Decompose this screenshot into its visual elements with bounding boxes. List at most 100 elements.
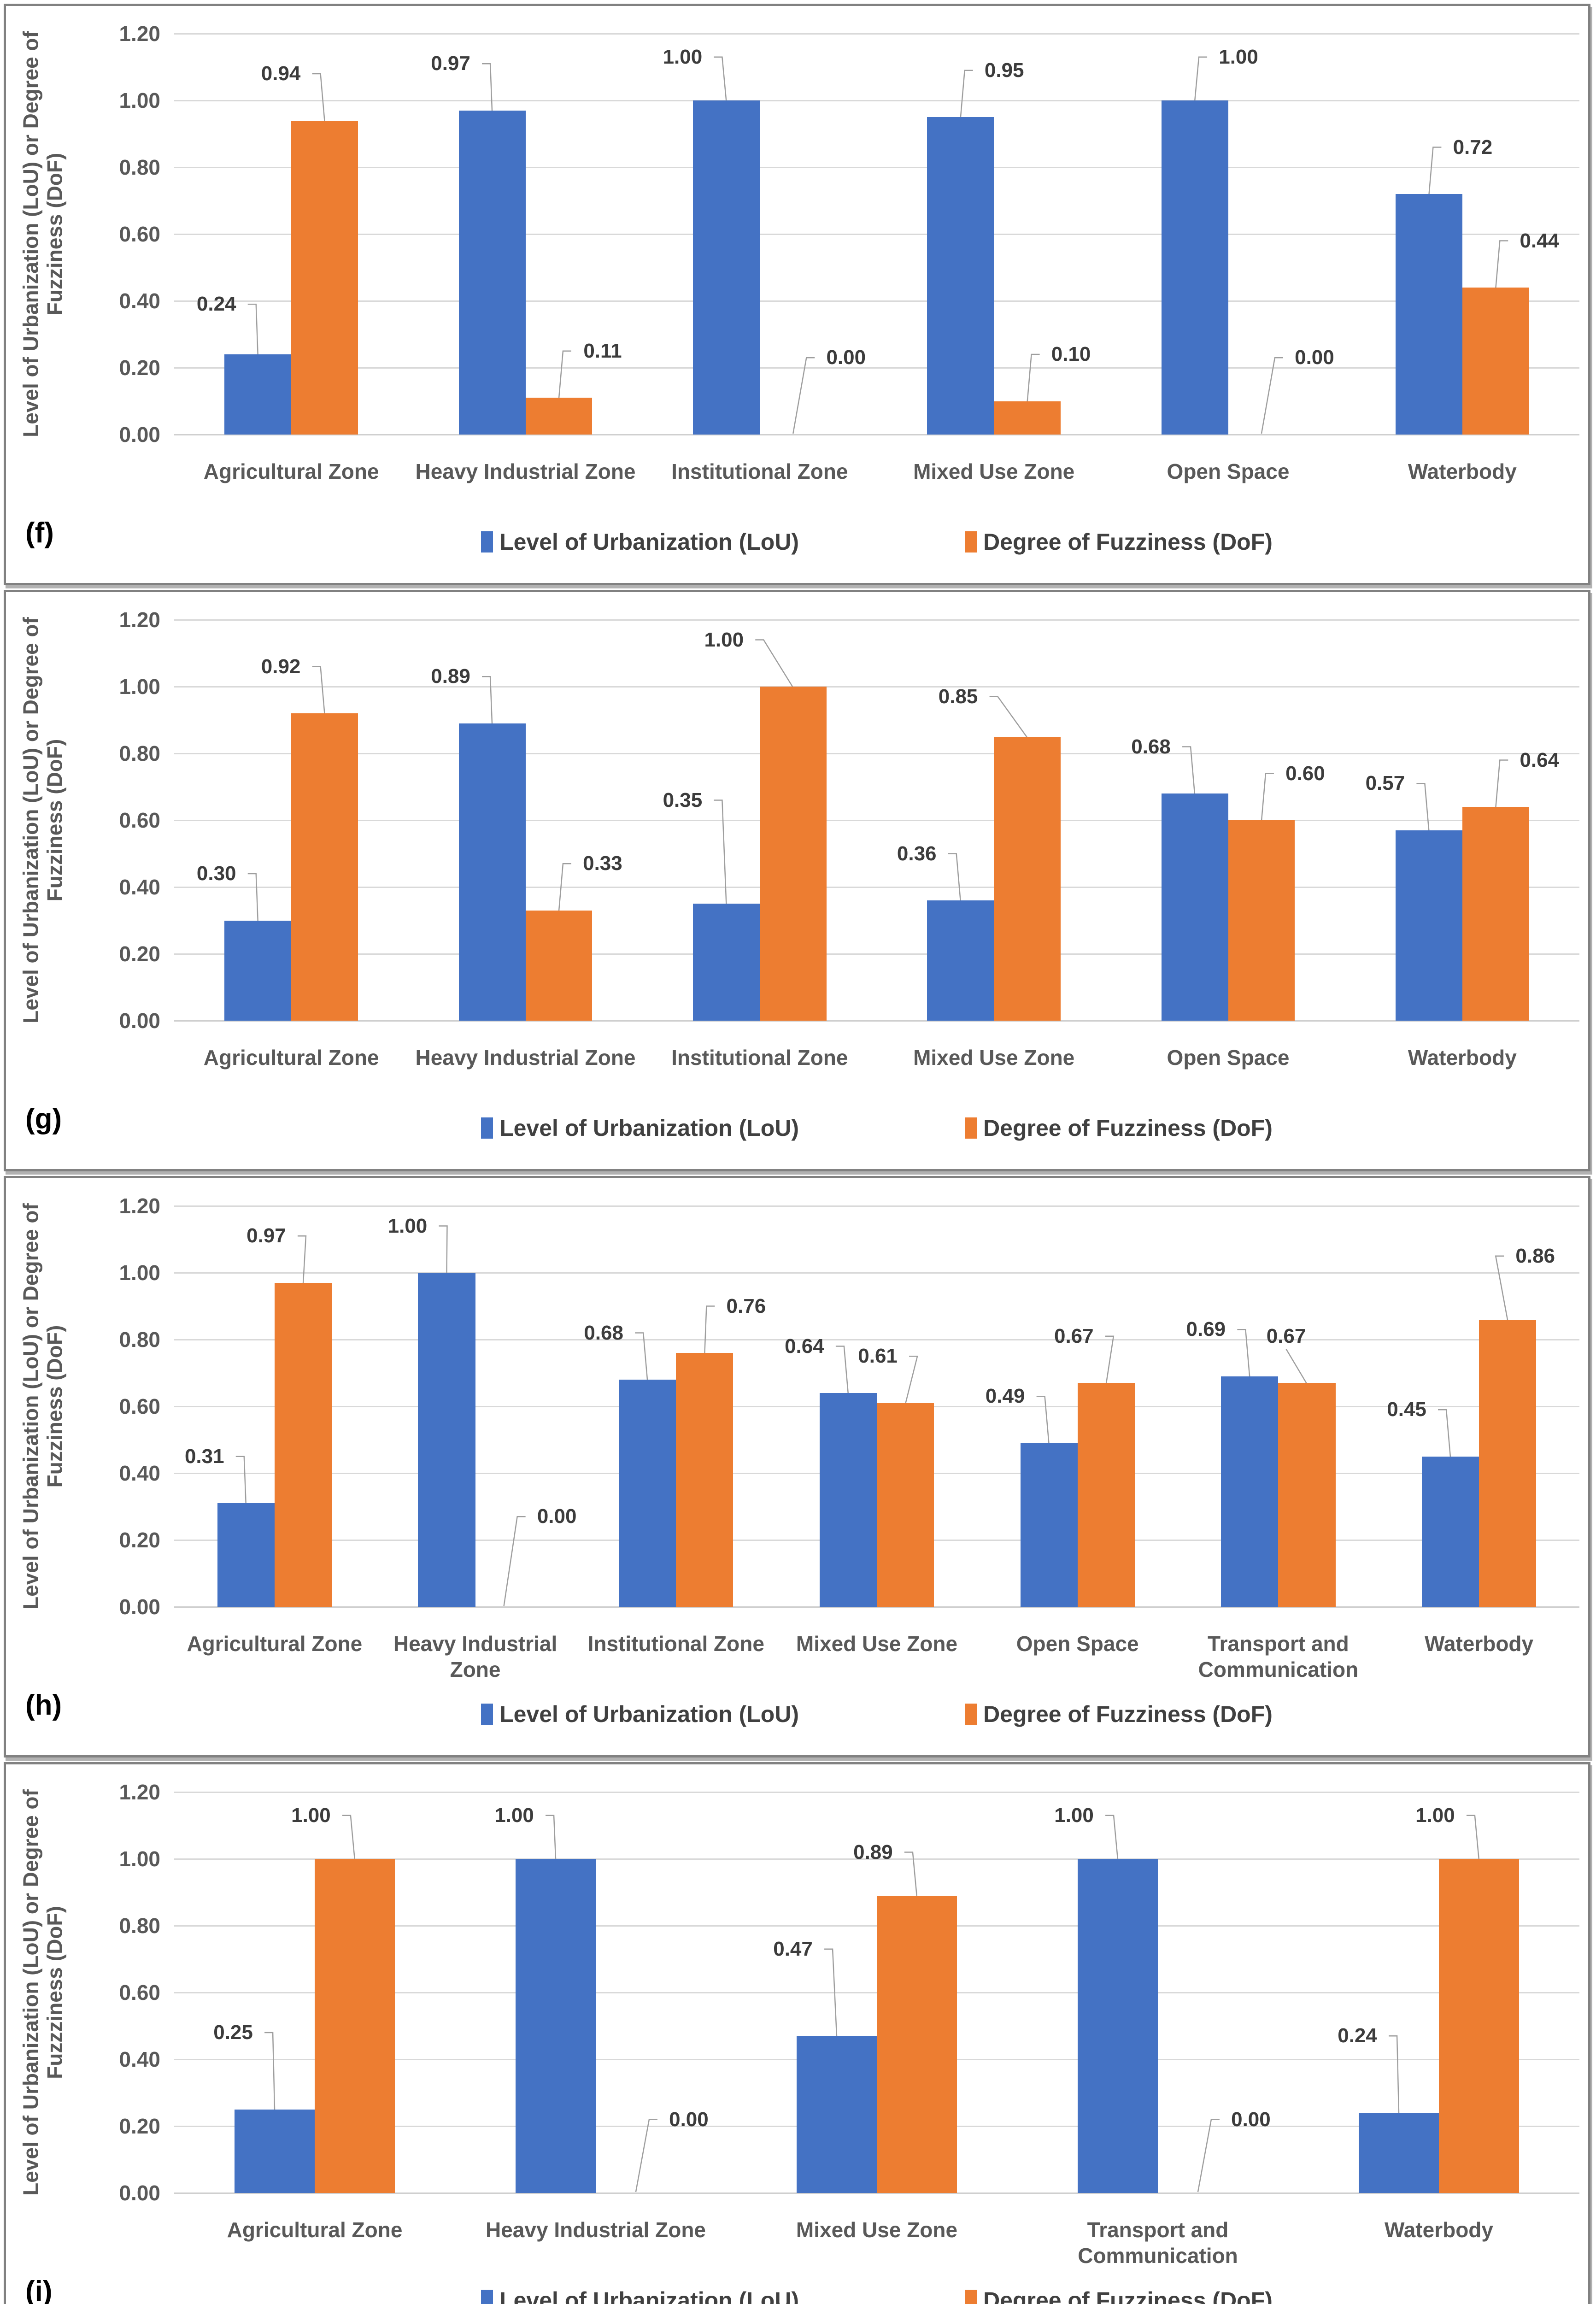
category-label: Institutional Zone <box>671 459 848 483</box>
y-axis-tick-label: 0.20 <box>119 2114 160 2138</box>
bar-lou <box>819 1393 877 1607</box>
bar-lou <box>1359 2113 1439 2193</box>
category-label: Institutional Zone <box>587 1632 764 1656</box>
bar-dof <box>1462 288 1529 435</box>
y-axis-tick-label: 1.00 <box>119 1847 160 1871</box>
category-label: Heavy Industrial Zone <box>393 1632 557 1682</box>
value-label: 0.45 <box>1387 1398 1426 1421</box>
bar-lou <box>1221 1376 1279 1607</box>
y-axis-tick-label: 0.60 <box>119 222 160 246</box>
y-axis-tick-label: 0.40 <box>119 289 160 313</box>
bar-dof <box>1462 807 1529 1021</box>
value-label: 0.47 <box>773 1937 813 1960</box>
value-label: 0.44 <box>1520 229 1560 252</box>
category-label: Agricultural Zone <box>227 2218 403 2242</box>
chart-panel-h: 1.20 1.00 0.80 0.60 0.40 0.20 0.00 Level of Urb… <box>4 1176 1590 1757</box>
leader-line <box>714 799 727 905</box>
bar-dof <box>291 713 358 1021</box>
value-label: 0.68 <box>584 1321 623 1344</box>
panel-letter: (h) <box>25 1689 62 1721</box>
bar-lou <box>1395 830 1462 1021</box>
gridline <box>174 686 1579 688</box>
bar-dof <box>877 1895 957 2193</box>
y-axis-title-line2: Fuzziness (DoF) <box>42 1325 66 1488</box>
bar-lou <box>927 117 994 435</box>
category-label: Mixed Use Zone <box>913 459 1075 483</box>
bar-dof <box>525 910 593 1021</box>
value-label: 0.94 <box>261 62 301 85</box>
value-label: 0.31 <box>184 1445 224 1468</box>
y-axis-tick-label: 1.20 <box>119 22 160 46</box>
gridline <box>174 1606 1579 1608</box>
gridline <box>174 33 1579 35</box>
value-label: 0.67 <box>1054 1324 1094 1347</box>
category-label: Waterbody <box>1385 2218 1493 2242</box>
y-axis-title: Level of Urbanization (LoU) or Degree of… <box>18 0 66 478</box>
value-label: 0.89 <box>853 1840 893 1863</box>
bar-lou <box>458 723 526 1021</box>
y-axis-tick-label: 1.20 <box>119 1780 160 1804</box>
bar-lou <box>217 1503 275 1607</box>
value-label: 1.00 <box>1415 1804 1455 1827</box>
value-label: 0.95 <box>984 59 1024 82</box>
value-label: 0.92 <box>261 655 301 678</box>
y-axis-tick-label: 0.00 <box>119 1595 160 1619</box>
y-axis-tick-label: 0.80 <box>119 155 160 179</box>
legend-label: Level of Urbanization (LoU) <box>499 1701 799 1727</box>
gridline <box>174 367 1579 369</box>
category-label: Transport and Communication <box>1078 2218 1238 2268</box>
category-label: Heavy Industrial Zone <box>485 2218 706 2242</box>
value-label: 0.61 <box>858 1345 898 1368</box>
legend-label: Level of Urbanization (LoU) <box>499 529 799 555</box>
legend-swatch-lou <box>481 531 493 552</box>
category-label: Mixed Use Zone <box>913 1046 1075 1070</box>
category-label: Open Space <box>1167 459 1290 483</box>
category-label: Waterbody <box>1425 1632 1534 1656</box>
y-axis-title-line1: Level of Urbanization (LoU) or Degree of <box>18 1789 43 2196</box>
value-label: 0.24 <box>1338 2024 1377 2047</box>
bar-lou <box>927 900 994 1021</box>
legend-label: Degree of Fuzziness (DoF) <box>983 2287 1273 2304</box>
gridline <box>174 434 1579 435</box>
value-label: 1.00 <box>291 1804 331 1827</box>
y-axis-title-line2: Fuzziness (DoF) <box>42 739 66 902</box>
legend: Level of Urbanization (LoU) Degree of Fuz… <box>174 2284 1579 2304</box>
bar-dof <box>676 1353 733 1607</box>
gridline <box>174 1020 1579 1022</box>
y-axis-tick-label: 0.60 <box>119 808 160 832</box>
legend-item-lou: Level of Urbanization (LoU) <box>481 2287 799 2304</box>
y-axis-title: Level of Urbanization (LoU) or Degree of… <box>18 1162 66 1651</box>
panel-letter: (f) <box>25 517 54 549</box>
value-label: 0.00 <box>537 1505 577 1528</box>
legend-item-lou: Level of Urbanization (LoU) <box>481 1701 799 1728</box>
value-label: 0.67 <box>1266 1324 1306 1347</box>
chart-panel-i: 1.20 1.00 0.80 0.60 0.40 0.20 0.00 Level of Urb… <box>4 1762 1590 2304</box>
bar-lou <box>1421 1456 1479 1607</box>
bar-lou <box>418 1273 475 1607</box>
value-label: 0.86 <box>1515 1244 1555 1267</box>
category-label: Institutional Zone <box>671 1046 848 1070</box>
bar-dof <box>291 120 358 435</box>
value-label: 0.97 <box>431 52 470 75</box>
bar-dof <box>1228 820 1295 1021</box>
y-axis-tick-label: 0.20 <box>119 356 160 380</box>
y-axis-tick-label: 0.80 <box>119 1328 160 1352</box>
legend-swatch-dof <box>965 2290 977 2304</box>
value-label: 0.57 <box>1365 772 1405 795</box>
value-label: 0.64 <box>1520 748 1560 771</box>
legend: Level of Urbanization (LoU) Degree of Fuz… <box>174 1112 1579 1144</box>
bar-dof <box>274 1282 332 1607</box>
category-label: Transport and Communication <box>1198 1632 1359 1682</box>
legend-label: Degree of Fuzziness (DoF) <box>983 529 1273 555</box>
value-label: 0.60 <box>1285 762 1325 785</box>
legend-label: Degree of Fuzziness (DoF) <box>983 1701 1273 1727</box>
y-axis-tick-label: 1.20 <box>119 1194 160 1218</box>
legend: Level of Urbanization (LoU) Degree of Fuz… <box>174 526 1579 558</box>
category-label: Mixed Use Zone <box>796 2218 958 2242</box>
y-axis-title-line1: Level of Urbanization (LoU) or Degree of <box>18 617 43 1023</box>
gridline <box>174 820 1579 821</box>
y-axis-title: Level of Urbanization (LoU) or Degree of… <box>18 1748 66 2237</box>
y-axis-tick-label: 0.40 <box>119 1461 160 1485</box>
value-label: 1.00 <box>387 1214 428 1237</box>
category-label: Agricultural Zone <box>203 1046 379 1070</box>
